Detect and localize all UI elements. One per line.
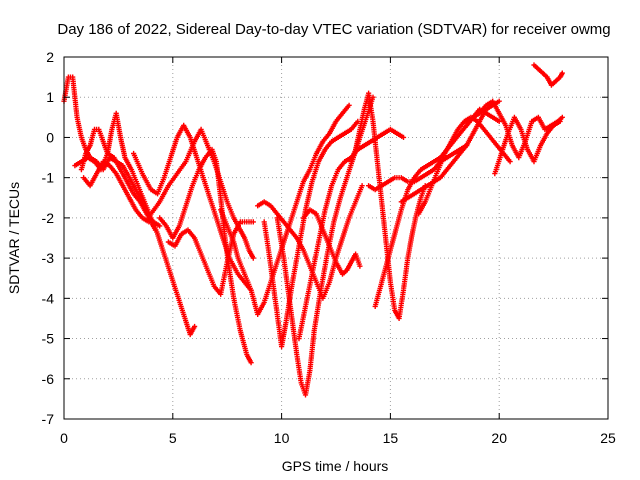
plot-frame bbox=[63, 56, 609, 420]
y-tick-label: -3 bbox=[42, 250, 55, 266]
x-tick-label: 5 bbox=[169, 430, 177, 446]
series-markers bbox=[296, 126, 407, 342]
x-tick-label: 25 bbox=[600, 430, 616, 446]
x-tick-label: 10 bbox=[274, 430, 290, 446]
series-sat-d bbox=[81, 159, 152, 225]
series-markers bbox=[531, 62, 565, 88]
series-sat-m bbox=[296, 126, 407, 342]
x-tick-label: 0 bbox=[60, 430, 68, 446]
x-tick-label: 20 bbox=[491, 430, 507, 446]
y-tick-label: -5 bbox=[42, 331, 55, 347]
y-tick-label: -4 bbox=[42, 290, 55, 306]
x-axis-label: GPS time / hours bbox=[282, 458, 389, 474]
series-sat-b bbox=[72, 110, 198, 338]
series-markers bbox=[348, 90, 428, 321]
series-sat-q bbox=[366, 142, 470, 193]
y-tick-label: -1 bbox=[42, 170, 55, 186]
y-tick-label: -6 bbox=[42, 371, 55, 387]
y-tick-label: -7 bbox=[42, 411, 55, 427]
series-markers bbox=[165, 219, 256, 297]
series-markers bbox=[464, 98, 565, 161]
series-markers bbox=[72, 110, 198, 338]
y-tick-label: 1 bbox=[46, 89, 54, 105]
y-axis-label: SDTVAR / TECUs bbox=[6, 182, 22, 294]
series-markers bbox=[81, 159, 152, 225]
x-tick-label: 15 bbox=[383, 430, 399, 446]
series-sat-o bbox=[348, 90, 428, 321]
data-series bbox=[61, 62, 565, 398]
series-sat-t bbox=[464, 98, 565, 161]
series-sat-v bbox=[531, 62, 565, 88]
y-tick-label: 0 bbox=[46, 129, 54, 145]
series-sat-h bbox=[165, 219, 256, 297]
y-tick-label: -2 bbox=[42, 210, 55, 226]
y-tick-label: 2 bbox=[46, 49, 54, 65]
series-markers bbox=[300, 207, 363, 277]
series-markers bbox=[366, 142, 470, 193]
series-sat-n bbox=[300, 207, 363, 277]
series-sat-c bbox=[78, 126, 163, 229]
series-markers bbox=[78, 126, 163, 229]
chart-title: Day 186 of 2022, Sidereal Day-to-day VTE… bbox=[57, 21, 610, 38]
series-sat-u bbox=[492, 114, 563, 177]
series-markers bbox=[492, 114, 563, 177]
